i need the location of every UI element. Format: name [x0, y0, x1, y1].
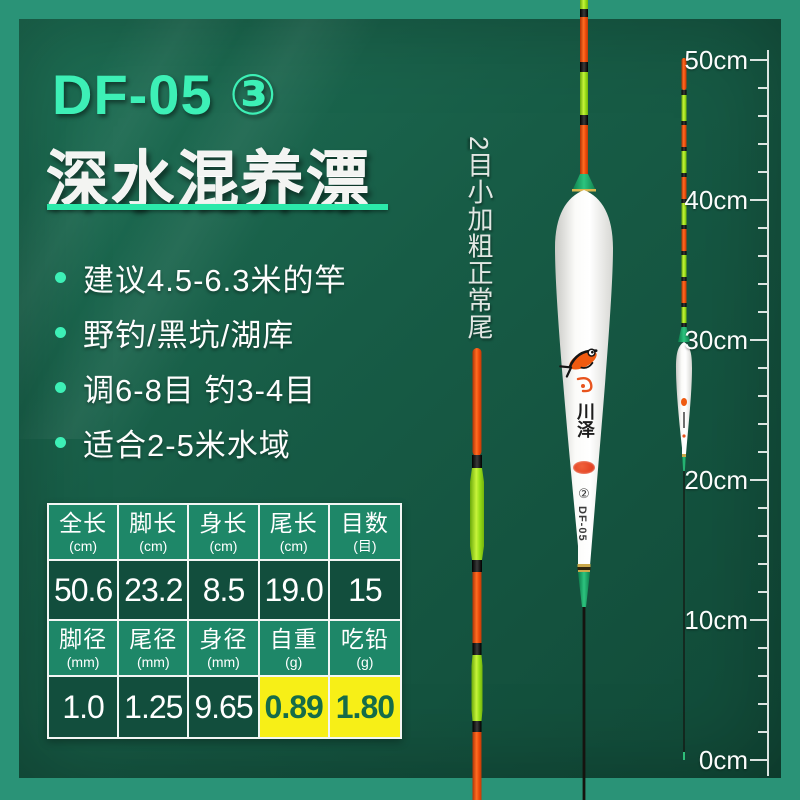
- ruler-line: [767, 50, 769, 776]
- brand-stamp-icon: [573, 461, 595, 474]
- float-model-label: DF-05: [576, 506, 588, 542]
- spec-value-cell: 8.5: [189, 561, 260, 621]
- scale-float-illustration: [676, 58, 692, 760]
- ruler-label: 10cm: [684, 605, 748, 635]
- ruler-label: 20cm: [684, 465, 748, 495]
- ruler-label: 0cm: [698, 745, 748, 775]
- spec-header-cell: 身径 (mm): [189, 621, 260, 677]
- title-underline: [47, 204, 388, 210]
- brand-fish-logo-icon: [559, 348, 598, 393]
- spec-value-cell-highlight: 1.80: [329, 677, 400, 737]
- feature-item: 野钓/黑坑/湖库: [55, 313, 347, 353]
- feature-text: 野钓/黑坑/湖库: [83, 317, 295, 353]
- spec-value-cell: 50.6: [49, 561, 120, 621]
- feature-item: 适合2-5米水域: [55, 423, 347, 463]
- bullet-dot-icon: [55, 381, 66, 393]
- model-title: DF-05 ③: [52, 63, 278, 126]
- magnified-tail-illustration: [470, 348, 484, 800]
- main-float-illustration: [555, 0, 613, 800]
- spec-header-cell: 尾长 (cm): [259, 505, 330, 561]
- spec-value-cell: 9.65: [189, 677, 260, 737]
- spec-table: 全长 (cm) 脚长 (cm) 身长 (cm) 尾长 (cm) 目数 (目) 50.6 2…: [47, 503, 402, 739]
- spec-header-cell: 自重 (g): [259, 621, 330, 677]
- ruler-label: 40cm: [684, 185, 748, 215]
- spec-value-cell: 15: [329, 561, 400, 621]
- spec-value-cell: 19.0: [259, 561, 330, 621]
- spec-header-cell: 全长 (cm): [49, 505, 120, 561]
- brand-name: 川泽: [575, 402, 595, 438]
- spec-header-cell: 吃铅 (g): [329, 621, 400, 677]
- spec-header-cell: 目数 (目): [329, 505, 400, 561]
- spec-value-cell: 1.0: [49, 677, 120, 737]
- feature-item: 建议4.5-6.3米的竿: [55, 258, 347, 298]
- spec-header-cell: 尾径 (mm): [119, 621, 190, 677]
- bullet-dot-icon: [55, 436, 66, 448]
- tail-type-note: 2目小加粗正常尾: [464, 136, 494, 341]
- spec-header-cell: 脚径 (mm): [49, 621, 120, 677]
- spec-header-cell: 脚长 (cm): [119, 505, 190, 561]
- ruler-label: 30cm: [684, 325, 748, 355]
- feature-text: 调6-8目 钓3-4目: [83, 372, 317, 408]
- feature-list: 建议4.5-6.3米的竿 野钓/黑坑/湖库 调6-8目 钓3-4目 适合2-5米…: [55, 258, 347, 478]
- spec-value-cell: 23.2: [119, 561, 190, 621]
- bullet-dot-icon: [55, 271, 66, 283]
- ruler-label: 50cm: [684, 45, 748, 75]
- float-number-badge: ②: [578, 486, 590, 501]
- spec-header-cell: 身长 (cm): [189, 505, 260, 561]
- feature-text: 建议4.5-6.3米的竿: [83, 262, 347, 298]
- spec-value-cell-highlight: 0.89: [259, 677, 330, 737]
- feature-text: 适合2-5米水域: [83, 427, 291, 463]
- bullet-dot-icon: [55, 326, 66, 338]
- feature-item: 调6-8目 钓3-4目: [55, 368, 347, 408]
- spec-value-cell: 1.25: [119, 677, 190, 737]
